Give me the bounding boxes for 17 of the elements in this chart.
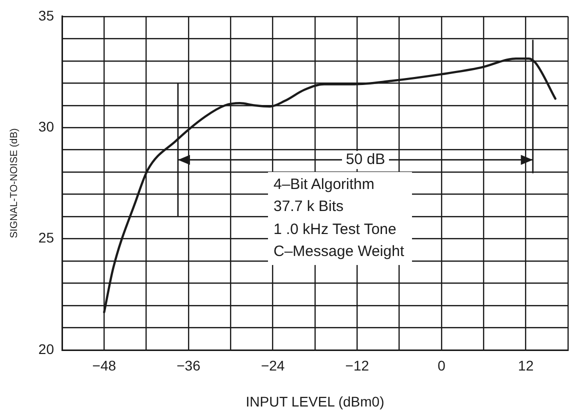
- y-axis-title: SIGNAL-TO-NOISE (dB): [8, 128, 20, 238]
- y-tick-label: 35: [38, 7, 54, 24]
- annotation: 1 .0 kHz Test Tone: [274, 220, 398, 240]
- x-tick-label: 12: [518, 357, 534, 374]
- annotation: C–Message Weight: [274, 242, 404, 262]
- y-tick-label: 25: [38, 230, 54, 246]
- annotation: 37.7 k Bits: [274, 197, 345, 218]
- x-axis-title: INPUT LEVEL (dBm0): [246, 393, 384, 410]
- y-tick-label: 30: [38, 118, 54, 134]
- annotation: 50 dB: [342, 150, 390, 169]
- x-tick-label: −48: [92, 357, 116, 374]
- x-tick-label: 0: [438, 357, 446, 374]
- x-tick-label: −36: [176, 357, 201, 374]
- y-tick-label: 20: [38, 340, 54, 357]
- annotation: 4–Bit Algorithm: [274, 175, 376, 196]
- x-tick-label: −12: [345, 357, 370, 374]
- x-tick-label: −24: [260, 357, 285, 374]
